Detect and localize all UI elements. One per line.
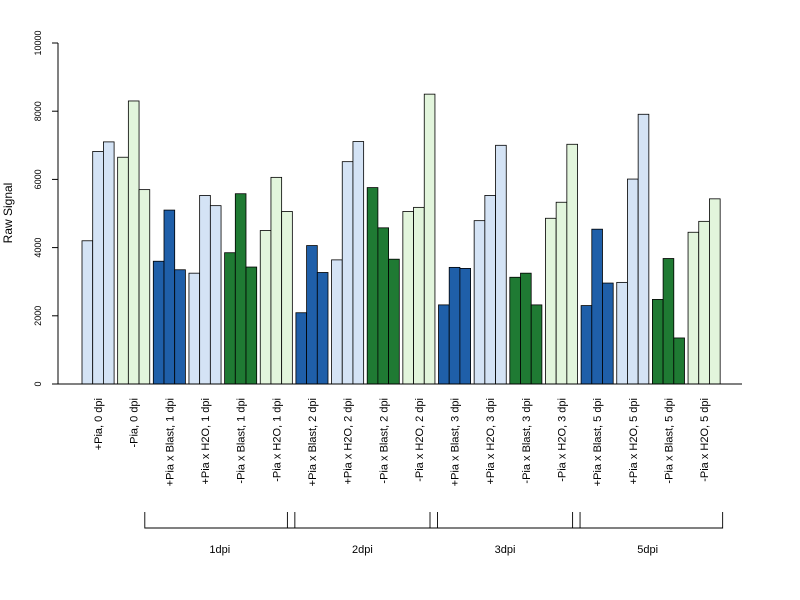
bar [423,93,436,385]
bar [438,304,450,385]
group-bracket [144,512,296,529]
bar [188,272,201,385]
bar [698,220,710,385]
category-labels: +Pia, 0 dpi -Pia, 0 dpi +Pia x Blast, 1 dp… [93,398,711,486]
bar [245,266,258,385]
group-label: 3dpi [495,544,516,556]
bar [163,209,176,385]
bar [352,141,365,385]
bar [580,305,593,385]
bar [270,176,283,385]
bar [627,178,639,385]
bar [473,220,486,385]
bar [138,189,151,385]
bar [662,258,675,385]
bar [224,252,236,385]
bar [591,228,603,385]
bar [316,272,329,385]
bar [331,259,343,385]
bar [103,141,115,385]
group-label: 1dpi [209,544,230,556]
category-label: +Pia x Blast, 5 dpi [592,398,604,486]
category-label: -Pia x H2O, 2 dpi [414,398,426,482]
category-label: -Pia x H2O, 5 dpi [699,398,711,482]
group-bracket [572,512,724,529]
bar [152,260,165,385]
category-label: -Pia x H2O, 3 dpi [557,398,569,482]
group-bracket [429,512,581,529]
bar [259,230,272,385]
bar [687,231,700,385]
bar [545,217,557,385]
category-label: -Pia x Blast, 3 dpi [521,398,533,484]
bar [295,312,307,385]
category-label: +Pia x Blast, 1 dpi [164,398,176,486]
bar [199,195,211,385]
bar [281,211,293,385]
category-label: +Pia x H2O, 1 dpi [200,398,212,485]
bar [530,304,543,385]
category-label: +Pia, 0 dpi [93,398,105,450]
bar [448,266,461,385]
bar [652,299,664,385]
bar [117,156,129,385]
bar [459,268,471,385]
y-axis-label: Raw Signal [1,183,15,244]
bar [555,201,568,385]
y-tick-label: 8000 [33,101,43,121]
bar [673,337,685,385]
bar [234,193,247,385]
bar [127,100,140,385]
bar [484,195,496,385]
category-label: -Pia x H2O, 1 dpi [271,398,283,482]
bar [495,144,507,385]
group-bracket [286,512,438,529]
bar [509,276,521,385]
bar [377,227,389,385]
bar [366,187,379,385]
bar [92,151,104,385]
bar [402,211,414,385]
bar [709,198,721,385]
group-label: 2dpi [352,544,373,556]
bar [602,282,614,385]
y-tick-label: 4000 [33,238,43,258]
category-label: -Pia x Blast, 2 dpi [378,398,390,484]
bars [81,93,721,385]
y-axis: 0 2000 4000 6000 8000 10000 [33,30,59,387]
bar [81,240,94,385]
bar [616,281,628,385]
category-label: +Pia x H2O, 3 dpi [485,398,497,485]
bar [566,143,578,385]
bar [413,206,425,385]
y-tick-label: 6000 [33,169,43,189]
category-label: +Pia x H2O, 5 dpi [628,398,640,485]
bar [209,205,222,385]
group-label: 5dpi [637,544,658,556]
category-label: -Pia, 0 dpi [129,398,141,448]
bar [637,113,650,385]
category-label: -Pia x Blast, 5 dpi [663,398,675,484]
category-label: +Pia x Blast, 2 dpi [307,398,319,486]
bar [174,269,186,385]
category-label: +Pia x Blast, 3 dpi [450,398,462,486]
bar [520,272,532,385]
bar [341,161,354,385]
y-tick-label: 0 [33,381,43,386]
bar [388,258,400,385]
group-brackets: 1dpi 2dpi 3dpi 5dpi [144,512,724,556]
category-label: +Pia x H2O, 2 dpi [343,398,355,485]
category-label: -Pia x Blast, 1 dpi [236,398,248,484]
bar [306,245,318,385]
y-tick-label: 2000 [33,306,43,326]
y-tick-label: 10000 [33,30,43,55]
